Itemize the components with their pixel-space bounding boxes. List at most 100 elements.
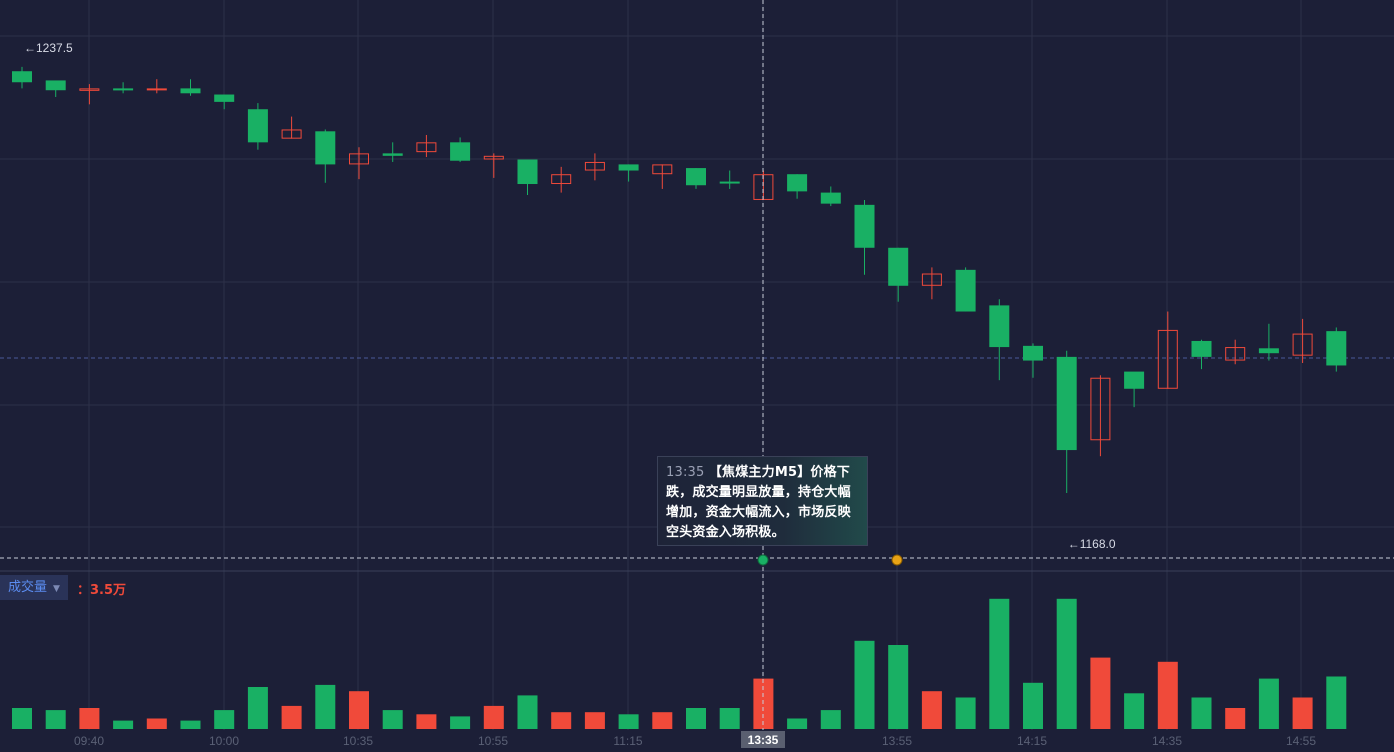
volume-bar[interactable] xyxy=(416,714,437,729)
volume-bar[interactable] xyxy=(146,718,167,730)
max-price-label: ←1237.5 xyxy=(24,41,73,55)
volume-bar[interactable] xyxy=(45,710,66,729)
candle-body[interactable] xyxy=(787,174,808,192)
candle-body[interactable] xyxy=(1157,329,1178,389)
volume-bar[interactable] xyxy=(79,708,100,729)
candle-body[interactable] xyxy=(281,129,302,139)
volume-bar[interactable] xyxy=(955,697,976,730)
candle-body[interactable] xyxy=(618,164,639,171)
candle-body[interactable] xyxy=(989,305,1010,348)
candle-body[interactable] xyxy=(719,181,740,184)
candle-body[interactable] xyxy=(416,142,437,153)
candle-body[interactable] xyxy=(45,80,66,91)
candle-body[interactable] xyxy=(247,109,268,143)
volume-bar[interactable] xyxy=(618,714,639,729)
x-tick-label: 14:55 xyxy=(1286,734,1316,748)
candle-body[interactable] xyxy=(1023,345,1043,361)
candle-body[interactable] xyxy=(652,164,673,175)
volume-bar[interactable] xyxy=(652,712,673,729)
x-tick-label: 13:55 xyxy=(882,734,912,748)
candle-body[interactable] xyxy=(315,131,336,165)
volume-bar[interactable] xyxy=(1258,678,1279,729)
candle-body[interactable] xyxy=(146,88,167,91)
volume-bar[interactable] xyxy=(281,705,302,729)
candle-body[interactable] xyxy=(584,161,605,171)
candle-body[interactable] xyxy=(382,153,403,156)
candle-body[interactable] xyxy=(79,88,100,91)
candle-body[interactable] xyxy=(1258,348,1279,354)
volume-bar[interactable] xyxy=(1056,598,1077,729)
volume-bar[interactable] xyxy=(1326,676,1347,730)
candle-body[interactable] xyxy=(1090,377,1111,441)
x-tick-label: 14:35 xyxy=(1152,734,1182,748)
volume-bar[interactable] xyxy=(180,720,201,729)
candle-body[interactable] xyxy=(888,247,909,286)
volume-bar[interactable] xyxy=(787,718,808,730)
volume-bar[interactable] xyxy=(247,687,268,729)
volume-bar[interactable] xyxy=(1225,708,1246,729)
indicator-selector-button[interactable]: 成交量 ▼ xyxy=(0,575,68,600)
candle-body[interactable] xyxy=(921,273,942,286)
volume-bar[interactable] xyxy=(1157,661,1178,729)
volume-bar[interactable] xyxy=(1191,697,1212,730)
candle-body[interactable] xyxy=(1292,333,1313,356)
volume-bar[interactable] xyxy=(450,716,471,729)
candle-body[interactable] xyxy=(820,192,841,204)
chevron-down-icon: ▼ xyxy=(53,584,60,594)
candle-body[interactable] xyxy=(955,269,976,312)
volume-bar[interactable] xyxy=(315,684,336,729)
candle-body[interactable] xyxy=(1056,356,1077,451)
candle-body[interactable] xyxy=(113,88,134,91)
volume-value: ：3.5万 xyxy=(77,583,127,598)
news-marker-icon[interactable] xyxy=(757,554,769,566)
candle-body[interactable] xyxy=(1191,340,1212,357)
volume-bar[interactable] xyxy=(382,710,403,729)
volume-bar[interactable] xyxy=(349,691,369,729)
indicator-selector-label: 成交量 xyxy=(8,580,48,595)
x-tick-label: 14:15 xyxy=(1017,734,1047,748)
volume-bar[interactable] xyxy=(719,708,740,729)
candle-body[interactable] xyxy=(483,155,504,160)
candle-body[interactable] xyxy=(551,174,572,185)
x-tick-label: 09:40 xyxy=(74,734,104,748)
candle-body[interactable] xyxy=(214,94,235,102)
volume-bar[interactable] xyxy=(989,598,1010,729)
candle-body[interactable] xyxy=(12,71,32,83)
volume-bar[interactable] xyxy=(584,712,605,729)
volume-bar[interactable] xyxy=(483,705,504,729)
volume-bar[interactable] xyxy=(12,708,32,729)
volume-bar[interactable] xyxy=(921,691,942,729)
candle-body[interactable] xyxy=(686,168,706,186)
x-tick-label: 10:55 xyxy=(478,734,508,748)
candle-body[interactable] xyxy=(1124,371,1145,389)
tooltip-text: 【焦煤主力M5】价格下跌，成交量明显放量，持仓大幅增加，资金大幅流入，市场反映空… xyxy=(666,465,851,540)
candle-body[interactable] xyxy=(450,142,471,161)
x-tick-label: 11:15 xyxy=(613,734,642,748)
volume-bar[interactable] xyxy=(1023,682,1043,729)
news-tooltip: 13:35 【焦煤主力M5】价格下跌，成交量明显放量，持仓大幅增加，资金大幅流入… xyxy=(657,456,868,546)
volume-bar[interactable] xyxy=(1124,693,1145,729)
crosshair-time-label: 13:35 xyxy=(748,733,779,747)
news-marker-icon[interactable] xyxy=(891,554,903,566)
candle-body[interactable] xyxy=(1326,331,1347,366)
candle-body[interactable] xyxy=(517,159,538,185)
volume-bar[interactable] xyxy=(214,710,235,729)
volume-bar[interactable] xyxy=(551,712,572,729)
candle-body[interactable] xyxy=(1225,347,1246,361)
volume-bar[interactable] xyxy=(888,645,909,729)
volume-bar[interactable] xyxy=(517,695,538,729)
volume-bar[interactable] xyxy=(113,720,134,729)
volume-bar[interactable] xyxy=(686,708,706,729)
x-tick-label: 10:35 xyxy=(343,734,373,748)
candle-body[interactable] xyxy=(180,88,201,94)
volume-bar[interactable] xyxy=(1292,697,1313,730)
candle-body[interactable] xyxy=(349,153,369,165)
candle-body[interactable] xyxy=(854,204,875,248)
min-price-label: ←1168.0 xyxy=(1068,537,1116,551)
volume-bar[interactable] xyxy=(854,640,875,729)
x-tick-label: 10:00 xyxy=(209,734,239,748)
volume-bar[interactable] xyxy=(1090,657,1111,729)
volume-bar[interactable] xyxy=(820,710,841,729)
crosshair-time-badge xyxy=(741,731,785,748)
